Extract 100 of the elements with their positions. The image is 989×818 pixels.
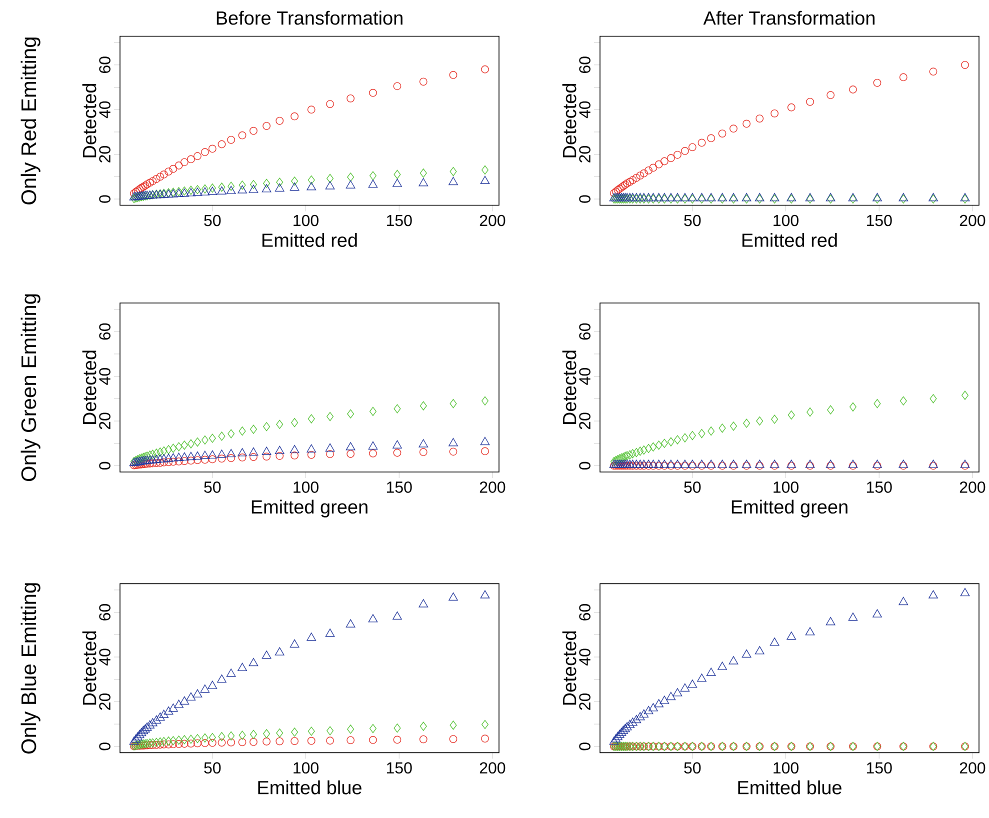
point	[208, 184, 216, 193]
point	[849, 194, 856, 204]
point	[609, 193, 619, 202]
point	[622, 722, 632, 730]
point	[827, 194, 834, 204]
point	[139, 182, 148, 191]
point	[307, 450, 316, 459]
point	[228, 731, 235, 740]
point	[618, 183, 626, 192]
point	[160, 736, 168, 746]
y-tick-label: 60	[99, 604, 110, 620]
point	[718, 424, 726, 433]
point	[169, 458, 178, 466]
point	[274, 183, 284, 192]
point	[129, 736, 139, 745]
point	[250, 738, 258, 746]
point	[418, 178, 428, 186]
point	[187, 439, 194, 448]
point	[771, 414, 778, 424]
point	[624, 451, 631, 460]
point	[756, 416, 764, 426]
point	[250, 730, 257, 739]
point	[276, 728, 284, 738]
point	[276, 420, 284, 429]
x-tick-label: 50	[204, 482, 221, 493]
point	[806, 408, 814, 417]
point	[718, 662, 727, 670]
point	[169, 740, 178, 748]
point	[290, 182, 300, 191]
point	[754, 193, 764, 202]
point	[152, 738, 160, 747]
point	[632, 174, 640, 182]
point	[192, 451, 202, 460]
point	[201, 456, 209, 464]
point	[718, 194, 726, 204]
point	[290, 444, 300, 454]
point	[392, 178, 402, 187]
point	[164, 740, 172, 748]
point	[450, 399, 457, 408]
point	[290, 639, 300, 648]
point	[307, 736, 316, 745]
point	[393, 448, 402, 457]
point	[420, 722, 427, 731]
point	[481, 65, 489, 74]
point	[872, 609, 882, 618]
point	[346, 736, 355, 744]
point	[688, 680, 698, 688]
point	[226, 186, 236, 194]
y-tick-label: 60	[99, 323, 110, 340]
point	[636, 194, 644, 204]
point	[688, 431, 696, 440]
point	[636, 172, 644, 180]
point	[136, 456, 146, 465]
x-tick-label: 150	[866, 482, 892, 493]
point	[238, 180, 246, 190]
point	[262, 122, 271, 130]
point	[632, 448, 640, 458]
point	[756, 194, 764, 204]
y-tick-label: 0	[99, 462, 110, 470]
point	[419, 448, 428, 456]
point	[369, 171, 376, 180]
point	[168, 704, 178, 712]
point	[144, 452, 151, 461]
point	[674, 194, 681, 204]
point	[961, 60, 969, 69]
point	[806, 98, 814, 106]
y-tick-label: 60	[579, 604, 590, 620]
point	[626, 450, 634, 460]
text: Only Green Emitting	[20, 294, 40, 482]
point	[291, 176, 298, 186]
point	[208, 450, 218, 459]
point	[250, 424, 257, 434]
point	[688, 193, 698, 202]
point	[180, 696, 190, 705]
point	[635, 193, 645, 202]
point	[308, 175, 315, 185]
point	[306, 632, 316, 641]
point	[274, 647, 284, 656]
point	[787, 103, 796, 112]
point	[164, 168, 172, 176]
point	[134, 730, 144, 738]
point	[276, 452, 284, 460]
x-tick-label: 150	[386, 482, 412, 493]
point	[482, 720, 488, 730]
point	[290, 737, 299, 746]
point	[448, 438, 458, 446]
y-tick-label: 60	[99, 56, 110, 73]
point	[142, 722, 152, 731]
point	[228, 429, 235, 438]
point	[262, 452, 271, 461]
point	[156, 740, 164, 749]
point	[960, 588, 970, 596]
point	[419, 78, 428, 86]
point	[306, 182, 316, 190]
point	[368, 614, 378, 622]
point	[146, 741, 154, 750]
point	[200, 684, 210, 693]
x-axis-title: Emitted blue	[258, 780, 362, 794]
point	[660, 157, 668, 166]
point	[218, 432, 226, 441]
